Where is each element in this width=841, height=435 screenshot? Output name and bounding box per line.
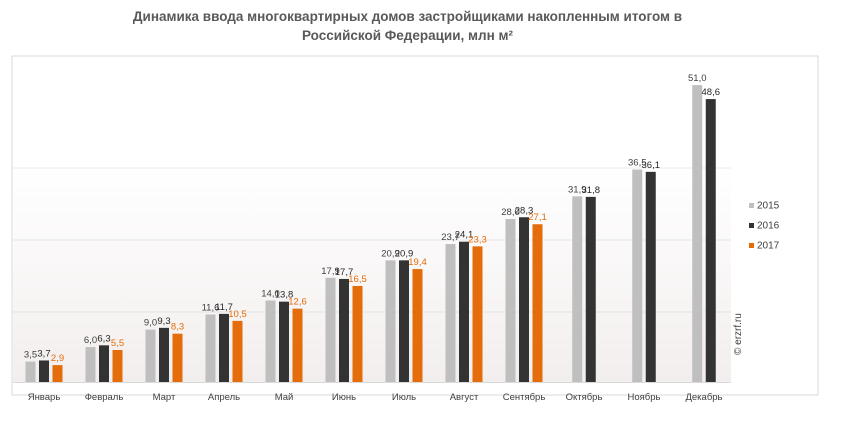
bar-2016-Апрель <box>219 313 229 382</box>
x-tick-label: Февраль <box>85 392 124 403</box>
data-label-2017-Июль: 19,4 <box>408 257 427 268</box>
bar-2016-Ноябрь <box>645 171 656 382</box>
bar-2015-Октябрь <box>572 196 583 382</box>
x-tick-label: Декабрь <box>685 392 722 403</box>
data-label-2016-Июль: 20,9 <box>395 248 414 259</box>
data-label-2016-Март: 9,3 <box>157 316 170 327</box>
bar-2017-Июнь <box>352 285 363 382</box>
legend-swatch-2015 <box>749 203 754 208</box>
bar-2015-Февраль <box>85 347 96 382</box>
legend-label-2017: 2017 <box>757 241 780 252</box>
data-label-2016-Январь: 3,7 <box>37 348 50 359</box>
bar-2015-Май <box>265 300 276 382</box>
bar-2017-Май <box>292 308 303 382</box>
data-label-2015-Август: 23,7 <box>441 232 460 243</box>
data-label-2015-Апрель: 11,6 <box>202 302 220 313</box>
data-label-2017-Апрель: 10,5 <box>228 309 247 320</box>
x-tick-label: Апрель <box>208 392 240 403</box>
data-label-2016-Июнь: 17,7 <box>335 267 354 278</box>
bars-group: 3,5 3,7 2,9 Январь 6,0 6,3 5,5 Февраль 9,0 9,38,3… <box>24 73 723 403</box>
bar-2015-Ноябрь <box>632 169 643 382</box>
x-tick-label: Август <box>450 392 479 403</box>
data-label-2016-Сентябрь: 28,3 <box>515 205 534 216</box>
bar-2015-Март <box>145 329 156 382</box>
bar-2016-Май <box>279 301 289 382</box>
x-tick-label: Июнь <box>332 392 356 403</box>
data-label-2016-Ноябрь: 36,1 <box>642 160 661 171</box>
x-tick-label: Октябрь <box>566 392 603 403</box>
bar-2016-Март <box>159 327 169 382</box>
chart-title: Динамика ввода многоквартирных домов зас… <box>0 7 815 45</box>
data-label-2015-Июнь: 17,9 <box>321 266 340 277</box>
bar-2016-Январь <box>39 360 49 382</box>
data-label-2016-Октябрь: 31,8 <box>582 185 601 196</box>
x-tick-label: Май <box>275 392 294 403</box>
legend-label-2016: 2016 <box>757 221 780 232</box>
data-label-2017-Июнь: 16,5 <box>348 274 367 285</box>
bar-2016-Август <box>459 241 469 382</box>
data-label-2017-Май: 12,6 <box>288 297 307 308</box>
data-label-2016-Февраль: 6,3 <box>97 333 110 344</box>
bar-2016-Июнь <box>339 278 349 382</box>
bar-2016-Октябрь <box>585 196 596 382</box>
bar-2017-Июль <box>412 269 423 382</box>
data-label-2017-Февраль: 5,5 <box>111 338 124 349</box>
bar-2015-Август <box>445 244 456 382</box>
x-tick-label: Июль <box>392 392 416 403</box>
x-tick-label: Ноябрь <box>628 392 661 403</box>
bar-2017-Август <box>472 246 483 382</box>
bar-2015-Декабрь <box>692 85 703 382</box>
legend: 2015 2016 2017 <box>749 201 780 252</box>
source-watermark: © erzrf.ru <box>733 313 744 355</box>
x-tick-label: Сентябрь <box>503 392 546 403</box>
data-label-2016-Август: 24,1 <box>455 230 474 241</box>
data-label-2016-Апрель: 11,7 <box>215 302 233 313</box>
data-label-2017-Январь: 2,9 <box>51 353 64 364</box>
data-label-2017-Сентябрь: 27,1 <box>528 212 547 223</box>
data-label-2017-Март: 8,3 <box>171 322 184 333</box>
x-tick-label: Январь <box>28 392 61 403</box>
legend-label-2015: 2015 <box>757 201 780 212</box>
legend-swatch-2016 <box>749 223 754 228</box>
bar-2017-Февраль <box>112 349 123 382</box>
data-label-2016-Декабрь: 48,6 <box>702 87 721 98</box>
bar-2015-Январь <box>25 361 36 382</box>
data-label-2016-Май: 13,8 <box>275 290 294 301</box>
bar-2015-Июль <box>385 260 396 382</box>
bar-2017-Март <box>172 333 183 382</box>
plot-background <box>13 168 731 382</box>
data-label-2017-Август: 23,3 <box>468 234 487 245</box>
data-label-2015-Январь: 3,5 <box>24 350 37 361</box>
data-label-2015-Декабрь: 51,0 <box>688 73 707 84</box>
bar-2017-Сентябрь <box>532 224 543 382</box>
x-tick-label: Март <box>153 392 176 403</box>
bar-2015-Сентябрь <box>505 219 516 382</box>
bar-2016-Февраль <box>99 345 109 382</box>
bar-2016-Декабрь <box>705 99 716 382</box>
bar-2016-Июль <box>399 260 409 382</box>
chart-title-line-2: Российской Федерации, млн м² <box>302 28 513 43</box>
data-label-2015-Март: 9,0 <box>144 318 157 329</box>
bar-2016-Сентябрь <box>519 217 529 382</box>
data-label-2015-Июль: 20,9 <box>381 248 400 259</box>
data-label-2015-Сентябрь: 28,0 <box>501 207 520 218</box>
data-label-2015-Октябрь: 31,9 <box>568 184 587 195</box>
bar-2017-Январь <box>52 365 63 382</box>
data-label-2015-Ноябрь: 36,5 <box>628 158 647 169</box>
chart-title-line-1: Динамика ввода многоквартирных домов зас… <box>132 9 683 24</box>
data-label-2015-Май: 14,0 <box>261 289 280 300</box>
legend-swatch-2017 <box>749 243 754 248</box>
bar-2015-Июнь <box>325 277 336 382</box>
data-label-2015-Февраль: 6,0 <box>84 335 97 346</box>
bar-2015-Апрель <box>205 314 216 382</box>
bar-2017-Апрель <box>232 320 243 382</box>
